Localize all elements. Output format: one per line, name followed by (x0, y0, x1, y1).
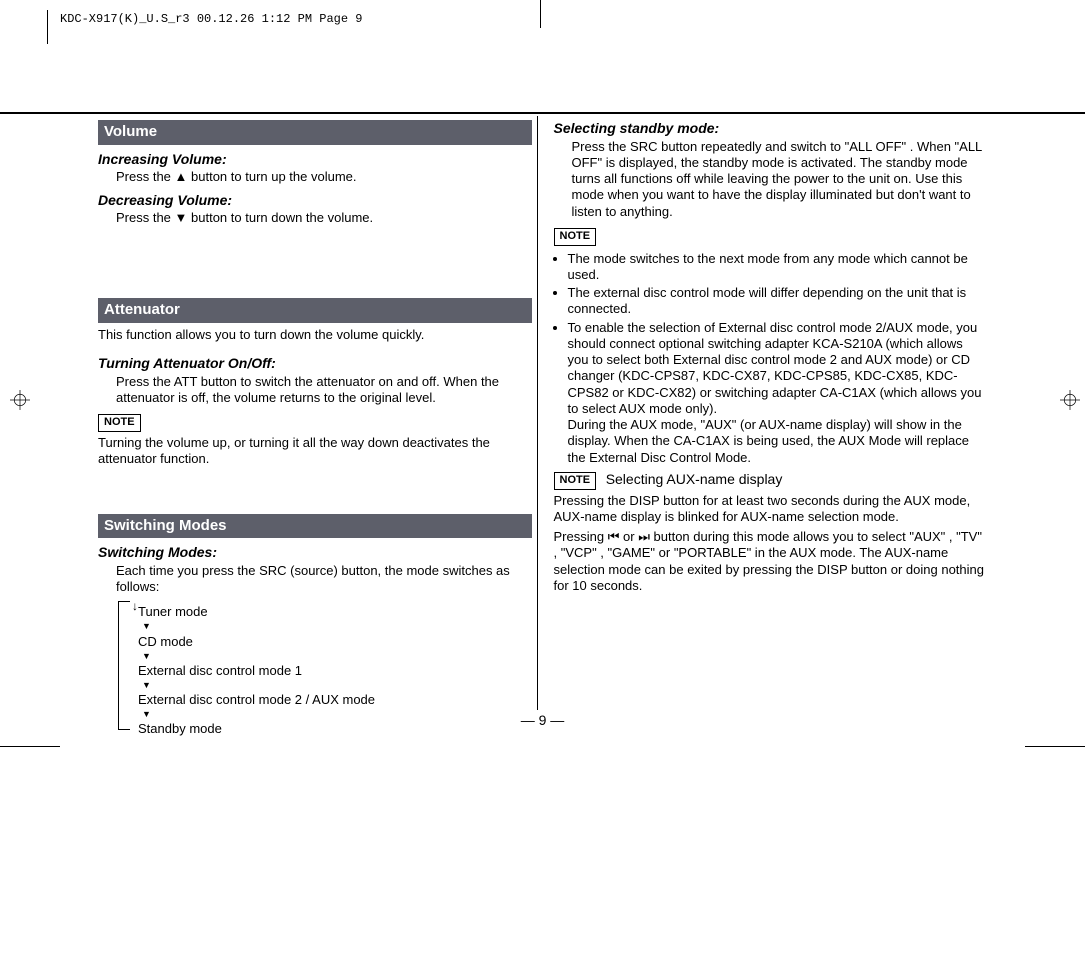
flow-label: External disc control mode 2 / AUX mode (138, 692, 375, 707)
body-aux-name-1: Pressing the DISP button for at least tw… (554, 493, 988, 526)
left-column: Volume Increasing Volume: Press the ▲ bu… (98, 120, 532, 724)
subhead-aux-name-display: Selecting AUX-name display (606, 471, 783, 487)
crop-mark (540, 0, 541, 28)
subhead-attenuator-onoff: Turning Attenuator On/Off: (98, 355, 532, 373)
text: Press the (116, 169, 175, 184)
attenuator-intro: This function allows you to turn down th… (98, 327, 532, 343)
page-number: — 9 — (0, 712, 1085, 728)
bullet-item: The external disc control mode will diff… (568, 285, 988, 318)
section-header-attenuator: Attenuator (98, 298, 532, 323)
text: Pressing (554, 529, 608, 544)
flow-item: Tuner mode ▼ (138, 601, 532, 630)
crop-mark (47, 10, 48, 44)
print-header: KDC-X917(K)_U.S_r3 00.12.26 1:12 PM Page… (60, 12, 362, 26)
subhead-switching-modes: Switching Modes: (98, 544, 532, 562)
note-label: NOTE (554, 228, 597, 246)
subhead-decreasing-volume: Decreasing Volume: (98, 192, 532, 210)
subhead-increasing-volume: Increasing Volume: (98, 151, 532, 169)
top-rule (0, 112, 1085, 114)
body-aux-name-2: Pressing ⏮ or ⏭ button during this mode … (554, 529, 988, 594)
body-standby-mode: Press the SRC button repeatedly and swit… (572, 139, 988, 220)
body-decreasing-volume: Press the ▼ button to turn down the volu… (116, 210, 532, 226)
flow-item: External disc control mode 1 ▼ (138, 660, 532, 689)
flow-label: External disc control mode 1 (138, 663, 302, 678)
up-triangle-icon: ▲ (175, 169, 188, 184)
text: Press the (116, 210, 175, 225)
right-column: Selecting standby mode: Press the SRC bu… (554, 120, 988, 724)
note-body-attenuator: Turning the volume up, or turning it all… (98, 435, 532, 468)
text: button to turn up the volume. (187, 169, 356, 184)
crop-mark (1025, 746, 1085, 747)
track-prev-icon: ⏮ (608, 529, 620, 544)
down-triangle-icon: ▼ (138, 682, 532, 689)
subhead-standby-mode: Selecting standby mode: (554, 120, 988, 138)
down-triangle-icon: ▼ (175, 210, 188, 225)
bullet-item: To enable the selection of External disc… (568, 320, 988, 466)
flow-item: CD mode ▼ (138, 631, 532, 660)
text: — (521, 712, 539, 728)
section-header-volume: Volume (98, 120, 532, 145)
body-switching-modes: Each time you press the SRC (source) but… (116, 563, 532, 596)
crop-mark (0, 746, 60, 747)
flow-label: Tuner mode (138, 604, 208, 619)
text: button to turn down the volume. (187, 210, 373, 225)
note-label: NOTE (98, 414, 141, 432)
flow-label: CD mode (138, 634, 193, 649)
text: — (546, 712, 564, 728)
down-triangle-icon: ▼ (138, 653, 532, 660)
note-bullets: The mode switches to the next mode from … (554, 251, 988, 466)
body-increasing-volume: Press the ▲ button to turn up the volume… (116, 169, 532, 185)
body-attenuator-onoff: Press the ATT button to switch the atten… (116, 374, 532, 407)
down-triangle-icon: ▼ (138, 623, 532, 630)
text: or (619, 529, 638, 544)
page-content: Volume Increasing Volume: Press the ▲ bu… (98, 120, 987, 724)
registration-target-icon (1060, 390, 1080, 415)
registration-target-icon (10, 390, 30, 415)
bullet-item: The mode switches to the next mode from … (568, 251, 988, 284)
section-header-switching-modes: Switching Modes (98, 514, 532, 539)
note-label: NOTE (554, 472, 597, 490)
track-next-icon: ⏭ (638, 529, 650, 544)
